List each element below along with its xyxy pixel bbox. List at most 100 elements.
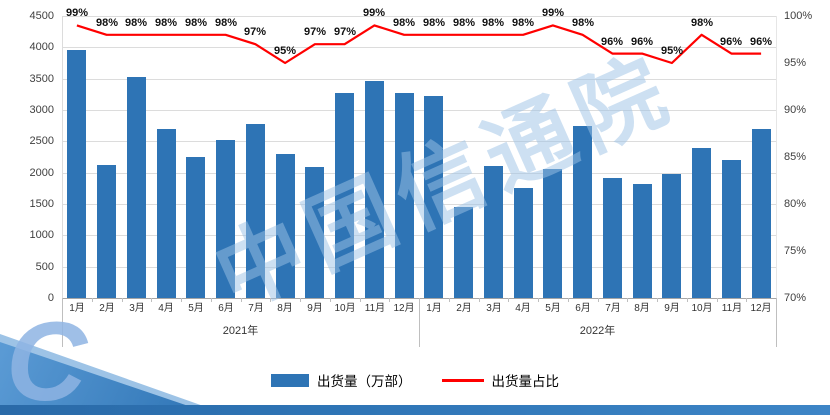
- gridline: [62, 79, 776, 80]
- month-label: 3月: [129, 303, 145, 314]
- bar: [573, 126, 592, 298]
- line-point-label: 98%: [124, 17, 148, 29]
- year-separator: [62, 298, 63, 347]
- month-label: 7月: [248, 303, 264, 314]
- bar: [276, 154, 295, 298]
- gridline: [62, 110, 776, 111]
- category-tick: [479, 298, 480, 302]
- bar: [692, 148, 711, 298]
- month-label: 1月: [69, 303, 85, 314]
- bar: [752, 129, 771, 298]
- left-axis-tick: 1500: [29, 198, 54, 210]
- month-label: 6月: [218, 303, 234, 314]
- category-tick: [92, 298, 93, 302]
- line-point-label: 98%: [481, 17, 505, 29]
- line-point-label: 98%: [452, 17, 476, 29]
- gridline: [62, 173, 776, 174]
- bar: [127, 77, 146, 298]
- year-label: 2022年: [579, 325, 616, 337]
- category-tick: [538, 298, 539, 302]
- month-label: 2月: [456, 303, 472, 314]
- month-label: 5月: [188, 303, 204, 314]
- bottom-accent-bar: [0, 405, 830, 415]
- category-tick: [598, 298, 599, 302]
- right-axis-tick: 85%: [784, 151, 807, 163]
- bar: [395, 93, 414, 298]
- category-tick: [687, 298, 688, 302]
- category-tick: [746, 298, 747, 302]
- month-label: 1月: [426, 303, 442, 314]
- category-tick: [360, 298, 361, 302]
- month-label: 10月: [691, 303, 713, 314]
- month-label: 9月: [307, 303, 323, 314]
- gridline: [62, 235, 776, 236]
- left-axis-tick: 0: [47, 292, 54, 304]
- category-tick: [151, 298, 152, 302]
- gridline: [62, 267, 776, 268]
- line-point-label: 96%: [630, 36, 654, 48]
- line-point-label: 98%: [184, 17, 208, 29]
- category-tick: [122, 298, 123, 302]
- bar: [335, 93, 354, 298]
- month-label: 12月: [750, 303, 772, 314]
- line-point-label: 99%: [362, 7, 386, 19]
- category-tick: [389, 298, 390, 302]
- right-axis-tick: 90%: [784, 104, 807, 116]
- line-point-label: 96%: [749, 36, 773, 48]
- line-point-label: 96%: [719, 36, 743, 48]
- left-axis-tick: 500: [35, 261, 54, 273]
- ratio-line: [76, 24, 762, 65]
- bar: [216, 140, 235, 298]
- line-point-label: 95%: [273, 45, 297, 57]
- line-point-label: 98%: [214, 17, 238, 29]
- line-point-label: 99%: [65, 7, 89, 19]
- category-tick: [270, 298, 271, 302]
- legend-bar-label: 出货量（万部）: [317, 374, 412, 389]
- year-separator: [419, 298, 420, 347]
- bar: [543, 169, 562, 298]
- category-tick: [181, 298, 182, 302]
- category-tick: [241, 298, 242, 302]
- left-axis-tick: 4500: [29, 10, 54, 22]
- bar: [484, 166, 503, 298]
- category-tick: [508, 298, 509, 302]
- line-point-label: 95%: [660, 45, 684, 57]
- legend-bar-swatch: [271, 373, 309, 387]
- category-tick: [627, 298, 628, 302]
- left-axis-tick: 2500: [29, 135, 54, 147]
- line-point-label: 97%: [333, 26, 357, 38]
- category-tick: [657, 298, 658, 302]
- month-label: 7月: [605, 303, 621, 314]
- line-series-svg: [76, 24, 762, 65]
- bar: [67, 50, 86, 298]
- month-label: 3月: [486, 303, 502, 314]
- month-label: 4月: [515, 303, 531, 314]
- legend-line-label: 出货量占比: [491, 374, 560, 389]
- legend: 出货量（万部） 出货量占比: [271, 370, 559, 390]
- month-label: 11月: [721, 303, 743, 314]
- bar: [454, 207, 473, 298]
- month-label: 6月: [575, 303, 591, 314]
- bar: [424, 96, 443, 298]
- bar: [722, 160, 741, 298]
- bar: [365, 81, 384, 298]
- bar: [662, 174, 681, 298]
- month-label: 8月: [634, 303, 650, 314]
- month-label: 9月: [664, 303, 680, 314]
- month-label: 2月: [99, 303, 115, 314]
- gridline: [62, 47, 776, 48]
- bar: [514, 188, 533, 298]
- category-tick: [449, 298, 450, 302]
- bar: [186, 157, 205, 298]
- category-tick: [717, 298, 718, 302]
- left-axis-tick: 3000: [29, 104, 54, 116]
- right-axis-tick: 80%: [784, 198, 807, 210]
- line-point-label: 97%: [303, 26, 327, 38]
- plot-left-border: [62, 16, 63, 298]
- plot-right-border: [776, 16, 777, 298]
- bar: [246, 124, 265, 298]
- line-point-label: 98%: [511, 17, 535, 29]
- bar: [305, 167, 324, 298]
- line-point-label: 98%: [422, 17, 446, 29]
